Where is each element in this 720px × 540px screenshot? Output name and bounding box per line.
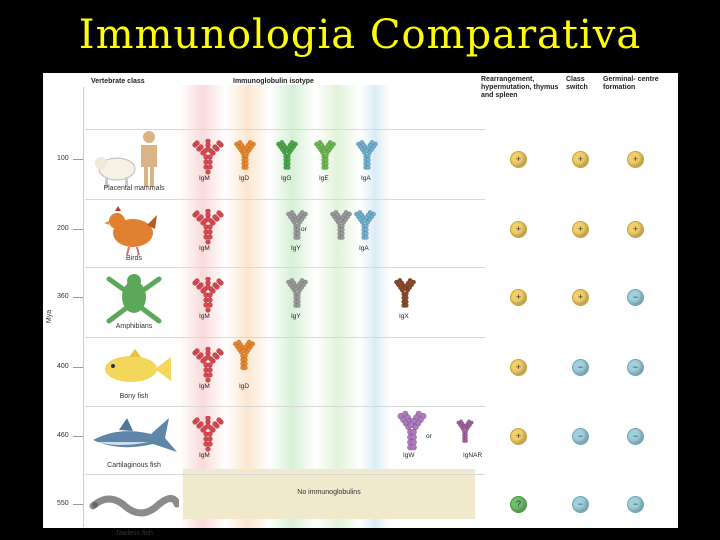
mya-value: 550 xyxy=(57,500,69,507)
igm-antibody-icon xyxy=(191,208,225,250)
isotype-label: IgX xyxy=(399,313,409,320)
axis-tick xyxy=(73,229,83,230)
header-immunoglobulin-isotype: Immunoglobulin isotype xyxy=(233,78,314,85)
rearrangement-status: + xyxy=(510,359,527,376)
vertebrate-class-label: Jawless fish xyxy=(115,530,153,537)
ignar-antibody-icon xyxy=(455,416,475,459)
germinal-centre-status: − xyxy=(627,496,644,513)
vertebrate-class-label: Amphibians xyxy=(115,323,153,330)
igg-band xyxy=(270,85,315,528)
isotype-label: IgM xyxy=(199,452,210,459)
rearrangement-status: + xyxy=(510,428,527,445)
isotype-label: IgE xyxy=(319,175,329,182)
header-class-switch: Class switch xyxy=(566,76,588,91)
isotype-label: IgM xyxy=(199,245,210,252)
frog-icon xyxy=(106,274,162,324)
vertebrate-class-label: Placental mammals xyxy=(103,185,165,192)
class-switch-status: + xyxy=(572,221,589,238)
rearrangement-status: + xyxy=(510,151,527,168)
germinal-centre-status: − xyxy=(627,289,644,306)
bird-icon xyxy=(104,206,157,256)
isotype-label: IgD xyxy=(239,175,250,182)
germinal-centre-status: + xyxy=(627,221,644,238)
no-immunoglobulins-label: No immunoglobulins xyxy=(297,489,361,496)
germinal-centre-status: − xyxy=(627,428,644,445)
igd-antibody-icon xyxy=(231,139,259,178)
igm-antibody-icon xyxy=(191,415,225,457)
vertebrate-class-label: Birds xyxy=(126,255,142,262)
ige-antibody-icon xyxy=(311,139,339,178)
igy-antibody-icon xyxy=(283,277,311,316)
no-immunoglobulins-box: No immunoglobulins xyxy=(183,469,475,519)
igy-antibody-icon xyxy=(283,209,355,243)
row-divider xyxy=(85,267,485,268)
isotype-label: IgY xyxy=(291,245,301,252)
iga-antibody-icon xyxy=(353,139,381,178)
isotype-label: IgM xyxy=(199,383,210,390)
header-germinal-centre: Germinal- centre formation xyxy=(603,76,659,91)
axis-tick xyxy=(73,367,83,368)
isotype-label: IgM xyxy=(199,175,210,182)
row-divider xyxy=(85,337,485,338)
mya-value: 100 xyxy=(57,155,69,162)
igm-antibody-icon xyxy=(191,346,225,388)
class-switch-status: − xyxy=(572,496,589,513)
rearrangement-status: ? xyxy=(510,496,527,513)
mya-value: 200 xyxy=(57,225,69,232)
rearrangement-status: + xyxy=(510,289,527,306)
class-switch-status: + xyxy=(572,289,589,306)
or-label: or xyxy=(301,226,307,233)
iga-antibody-icon xyxy=(351,209,379,248)
vertebrate-class-label: Bony fish xyxy=(119,393,149,400)
class-switch-status: − xyxy=(572,428,589,445)
isotype-label: IgM xyxy=(199,313,210,320)
isotype-label: IgW xyxy=(403,452,415,459)
mya-value: 400 xyxy=(57,363,69,370)
header-rearrangement: Rearrangement, hypermutation, thymus and… xyxy=(481,76,559,99)
germinal-centre-status: − xyxy=(627,359,644,376)
fish-icon xyxy=(105,349,171,382)
isotype-label: IgA xyxy=(359,245,369,252)
slide-title: Immunologia Comparativa xyxy=(78,12,642,58)
isotype-label: IgA xyxy=(361,175,371,182)
axis-tick xyxy=(73,504,83,505)
row-divider xyxy=(85,474,485,475)
isotype-label: IgD xyxy=(239,383,250,390)
header-vertebrate-class: Vertebrate class xyxy=(91,78,145,85)
igm-band xyxy=(180,85,225,528)
class-switch-status: + xyxy=(572,151,589,168)
germinal-centre-status: + xyxy=(627,151,644,168)
figure-panel: Vertebrate class Immunoglobulin isotype … xyxy=(43,73,678,537)
rearrangement-status: + xyxy=(510,221,527,238)
human-cow-icon xyxy=(95,131,157,187)
mya-value: 460 xyxy=(57,432,69,439)
axis-tick xyxy=(73,159,83,160)
axis-label-mya: Mya xyxy=(46,309,54,324)
igg-antibody-icon xyxy=(273,139,301,178)
isotype-label: IgY xyxy=(291,313,301,320)
igd-antibody-icon xyxy=(231,339,257,392)
igm-antibody-icon xyxy=(191,276,225,318)
vertebrate-class-label: Cartilaginous fish xyxy=(107,462,161,469)
axis-line xyxy=(83,87,84,527)
igw-antibody-icon xyxy=(395,410,429,463)
isotype-label: IgNAR xyxy=(463,452,483,459)
class-switch-status: − xyxy=(572,359,589,376)
shark-icon xyxy=(93,418,177,452)
row-divider xyxy=(85,129,485,130)
row-divider xyxy=(85,199,485,200)
or-label: or xyxy=(426,433,432,440)
igx-antibody-icon xyxy=(391,277,419,316)
isotype-label: IgG xyxy=(281,175,292,182)
mya-value: 360 xyxy=(57,293,69,300)
row-divider xyxy=(85,406,485,407)
axis-tick xyxy=(73,436,83,437)
axis-tick xyxy=(73,297,83,298)
igm-antibody-icon xyxy=(191,138,225,180)
lamprey-icon xyxy=(89,495,179,517)
